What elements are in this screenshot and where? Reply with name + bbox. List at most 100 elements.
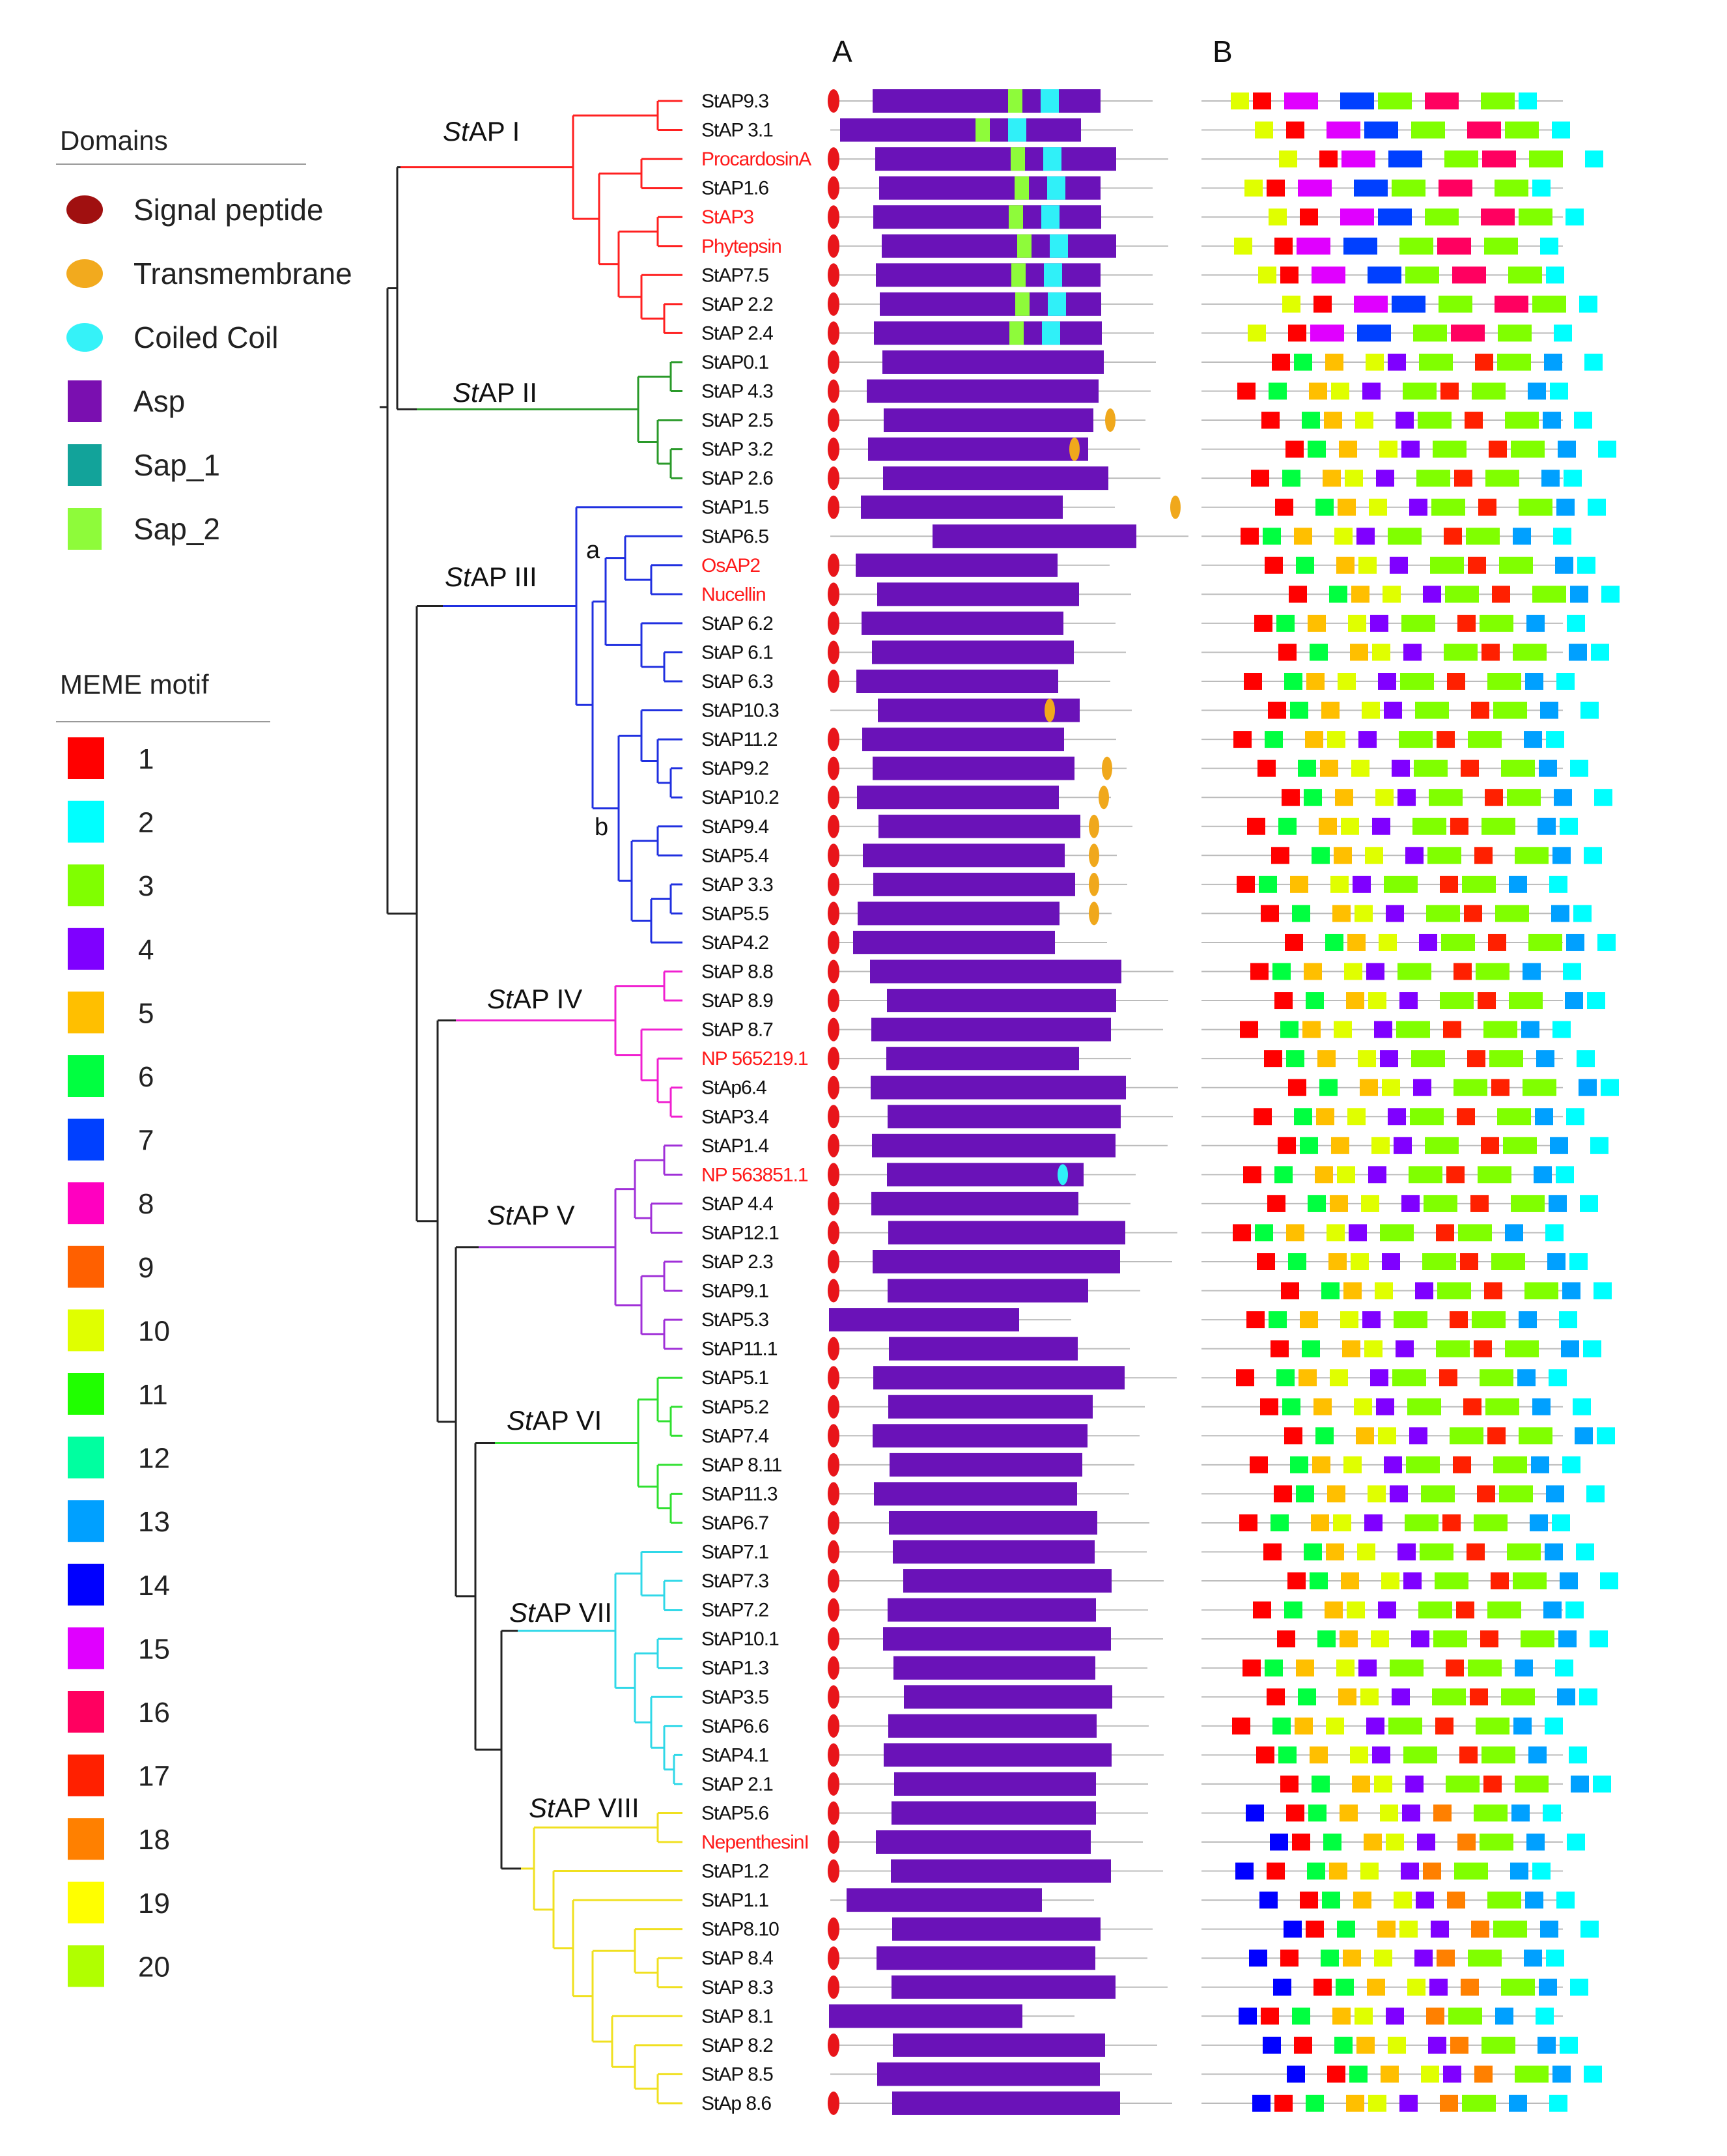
signal-peptide xyxy=(828,756,839,780)
motif-3 xyxy=(1419,353,1453,371)
asp-domain xyxy=(883,466,1108,490)
motif-3 xyxy=(1414,759,1448,777)
motif-number: 15 xyxy=(138,1633,170,1665)
leaf-label: StAP 8.11 xyxy=(701,1454,782,1476)
motif-18 xyxy=(1461,1978,1479,1996)
clade-label-suffix: AP VIII xyxy=(555,1793,639,1823)
motif-5 xyxy=(1356,2036,1375,2054)
leaf-label: StAP10.2 xyxy=(701,787,779,808)
signal-peptide xyxy=(828,292,839,316)
motif-5 xyxy=(1343,1950,1361,1967)
leaf-label: StAP6.7 xyxy=(701,1512,768,1534)
motif-13 xyxy=(1571,1775,1589,1793)
motif-17 xyxy=(1453,963,1472,980)
asp-domain xyxy=(884,1743,1112,1767)
motif-17 xyxy=(1481,1137,1499,1154)
motif-13 xyxy=(1535,1108,1553,1126)
signal-peptide xyxy=(828,872,839,896)
motif-13 xyxy=(1562,1282,1580,1299)
motif-3 xyxy=(1480,1369,1513,1387)
motif-13 xyxy=(1558,1630,1577,1648)
motif-10 xyxy=(1336,1659,1355,1677)
signal-peptide xyxy=(828,728,839,752)
motif-3 xyxy=(1448,2007,1482,2025)
motif-10 xyxy=(1340,1311,1358,1329)
subclade-label-b: b xyxy=(595,814,608,841)
motif-2 xyxy=(1587,992,1605,1010)
motif-13 xyxy=(1539,759,1557,777)
motif-4 xyxy=(1428,2036,1446,2054)
motif-4 xyxy=(1358,731,1377,748)
asp-domain xyxy=(873,1250,1120,1273)
motif-16 xyxy=(1451,324,1485,342)
motif-10 xyxy=(1344,963,1362,980)
motif-4 xyxy=(1399,2094,1418,2112)
motif-15 xyxy=(1312,266,1345,284)
motif-3 xyxy=(1445,586,1479,603)
motif-3 xyxy=(1495,179,1528,197)
motif-5 xyxy=(1340,1804,1358,1822)
motif-3 xyxy=(1405,266,1439,284)
motif-13 xyxy=(1579,1079,1597,1096)
motif-13 xyxy=(1523,963,1541,980)
motif-13 xyxy=(1558,440,1576,458)
leaf-label: StAP 2.4 xyxy=(701,322,773,344)
asp-domain xyxy=(867,379,1099,403)
motif-1 xyxy=(1243,1166,1261,1184)
motif-3 xyxy=(1435,1572,1468,1590)
motif-17 xyxy=(1468,556,1486,574)
motif-2 xyxy=(1570,1978,1588,1996)
motif-4 xyxy=(1402,1804,1420,1822)
motif-5 xyxy=(1302,1021,1321,1038)
motif-10 xyxy=(1369,498,1387,516)
motif-3 xyxy=(1410,1108,1444,1126)
motif-4 xyxy=(1364,1514,1383,1531)
motif-6 xyxy=(1292,905,1310,922)
asp-domain xyxy=(862,728,1064,752)
leaf-label: StAP1.6 xyxy=(701,178,768,199)
motif-5 xyxy=(1336,556,1355,574)
motif-13 xyxy=(1526,1834,1545,1851)
motif-2 xyxy=(1545,1717,1563,1735)
motif-17 xyxy=(1439,1369,1457,1387)
signal-peptide xyxy=(828,1191,839,1215)
motif-13 xyxy=(1547,1253,1566,1270)
signal-peptide xyxy=(828,640,839,664)
leaf-label: ProcardosinA xyxy=(701,149,811,170)
motif-6 xyxy=(1288,1253,1306,1270)
motif-1 xyxy=(1261,905,1279,922)
motif-1 xyxy=(1261,2007,1279,2025)
motif-15 xyxy=(1310,324,1344,342)
motif-1 xyxy=(1264,1050,1282,1068)
motif-17 xyxy=(1467,1050,1485,1068)
signal-peptide xyxy=(828,1772,839,1796)
motif-3 xyxy=(1425,208,1459,226)
motif-10 xyxy=(1351,759,1369,777)
motif-10 xyxy=(1244,179,1263,197)
motif-3 xyxy=(1513,1572,1547,1590)
motif-3 xyxy=(1409,1166,1442,1184)
asp-domain xyxy=(877,1946,1095,1970)
motif-2 xyxy=(1580,1195,1598,1212)
motif-13 xyxy=(1524,731,1542,748)
motif-13 xyxy=(1551,905,1569,922)
transmembrane-domain xyxy=(1069,437,1080,461)
motif-number: 10 xyxy=(138,1315,170,1347)
sap-domain xyxy=(1017,234,1032,258)
motif-4 xyxy=(1388,353,1406,371)
motif-6 xyxy=(1306,2094,1324,2112)
motif-5 xyxy=(1304,963,1322,980)
motif-17 xyxy=(1442,1514,1461,1531)
motif-10 xyxy=(1331,382,1349,400)
motif-swatch-12 xyxy=(68,1436,104,1479)
motif-1 xyxy=(1243,1659,1261,1677)
motif-10 xyxy=(1337,1166,1355,1184)
sap-domain xyxy=(1011,263,1026,287)
motif-10 xyxy=(1355,412,1373,429)
motif-5 xyxy=(1367,1978,1385,1996)
motif-13 xyxy=(1521,1021,1539,1038)
motif-number: 20 xyxy=(138,1951,170,1983)
motif-1 xyxy=(1247,817,1265,835)
motif-1 xyxy=(1257,759,1276,777)
asp-domain xyxy=(891,1859,1111,1883)
